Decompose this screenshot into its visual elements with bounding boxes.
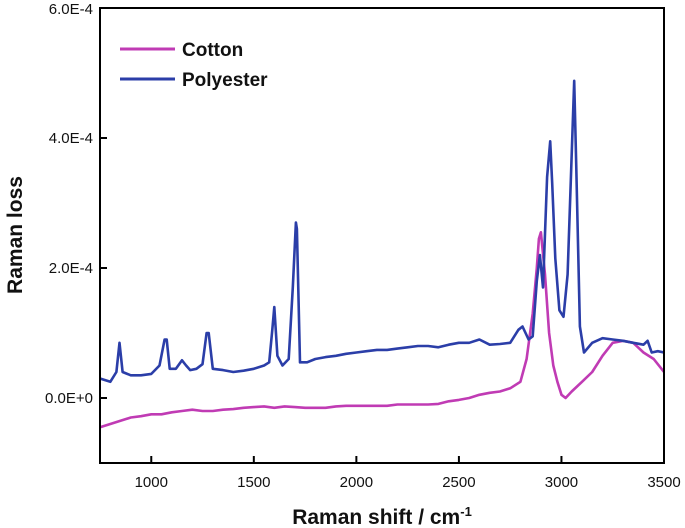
x-tick-label: 2500 bbox=[442, 474, 475, 491]
series-layer bbox=[100, 79, 664, 429]
x-tick-label: 3500 bbox=[647, 474, 680, 491]
x-tick-label: 1500 bbox=[237, 474, 270, 491]
y-tick-label: 2.0E-4 bbox=[49, 260, 93, 277]
legend-label-cotton: Cotton bbox=[182, 40, 243, 61]
y-tick-label: 4.0E-4 bbox=[49, 130, 93, 147]
x-tick-label: 1000 bbox=[135, 474, 168, 491]
x-tick-label: 2000 bbox=[340, 474, 373, 491]
x-axis-title-superscript: -1 bbox=[460, 504, 472, 519]
legend-label-polyester: Polyester bbox=[182, 70, 268, 91]
y-tick-label: 6.0E-4 bbox=[49, 1, 93, 18]
series-line-cotton bbox=[100, 231, 664, 429]
legend: Cotton Polyester bbox=[120, 40, 268, 91]
x-axis-title: Raman shift / cm-1 bbox=[292, 504, 472, 528]
ticks-layer: 1000 1500 2000 2500 3000 3500 0.0E+0 2.0E-4 4.0E… bbox=[45, 1, 681, 491]
x-tick-label: 3000 bbox=[545, 474, 578, 491]
series-line-polyester bbox=[100, 79, 664, 384]
y-tick-label: 0.0E+0 bbox=[45, 390, 93, 407]
plot-frame bbox=[99, 7, 665, 464]
x-axis-title-main: Raman shift / cm bbox=[292, 506, 460, 528]
y-axis-title: Raman loss bbox=[4, 176, 27, 294]
